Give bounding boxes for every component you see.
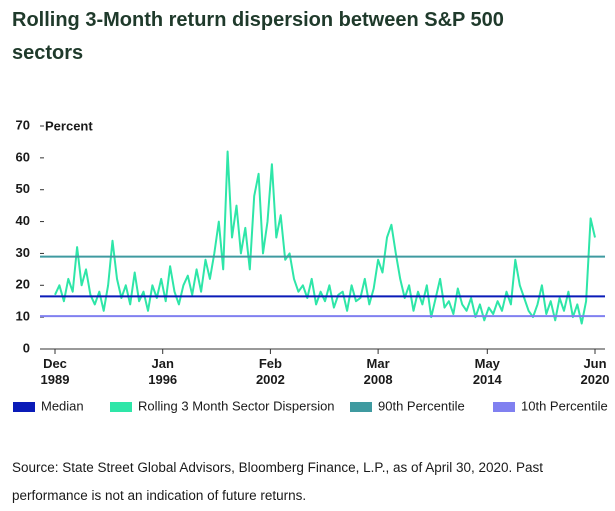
legend-label: Rolling 3 Month Sector Dispersion	[138, 398, 335, 413]
legend-swatch	[110, 402, 132, 412]
x-tick-label: Dec 1989	[40, 356, 70, 387]
legend-swatch	[493, 402, 515, 412]
y-tick-label: 30	[16, 245, 30, 260]
legend-label: 10th Percentile	[521, 398, 608, 413]
y-tick-label: 50	[16, 181, 30, 196]
legend-label: Median	[41, 398, 84, 413]
legend-swatch	[13, 402, 35, 412]
y-tick-label: 40	[16, 213, 30, 228]
data-line	[54, 150, 596, 325]
source-note: Source: State Street Global Advisors, Bl…	[12, 460, 544, 503]
x-tick-label: May 2014	[472, 356, 502, 387]
y-tick-label: 0	[23, 340, 30, 355]
x-tick-label: Feb 2002	[255, 356, 285, 387]
legend-swatch	[350, 402, 372, 412]
y-tick-label: 20	[16, 277, 30, 292]
x-tick-label: Jun 2020	[580, 356, 610, 387]
legend-label: 90th Percentile	[378, 398, 465, 413]
y-tick-label: 70	[16, 117, 30, 132]
y-tick-label: 10	[16, 309, 30, 324]
x-tick-label: Jan 1996	[148, 356, 178, 387]
y-axis-label: Percent	[45, 118, 93, 133]
x-tick-label: Mar 2008	[363, 356, 393, 387]
y-tick-label: 60	[16, 149, 30, 164]
chart-title: Rolling 3-Month return dispersion betwee…	[12, 9, 504, 64]
chart: Percent 0 10 20 30 40 50 60 70 Median Rolling 3 M…	[13, 117, 608, 413]
